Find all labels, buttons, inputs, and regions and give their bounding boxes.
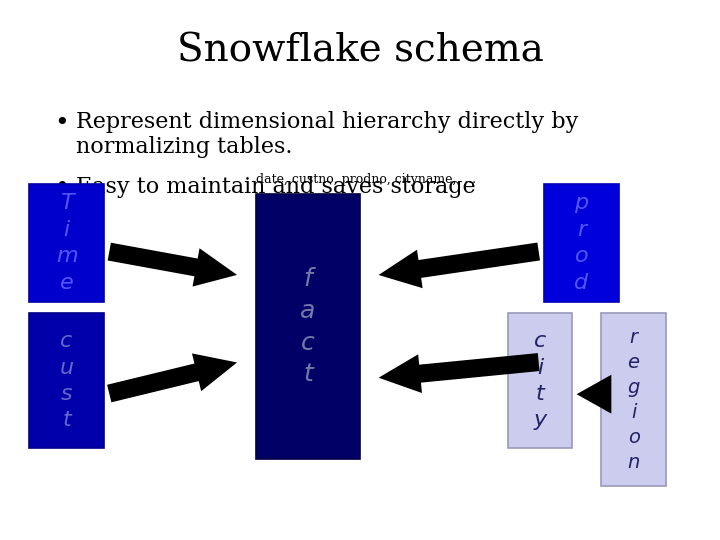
Text: Represent dimensional hierarchy directly by
normalizing tables.: Represent dimensional hierarchy directly… [76,111,578,158]
Text: T
i
m
e: T i m e [55,193,78,293]
Text: •: • [54,176,68,199]
FancyBboxPatch shape [29,313,104,448]
FancyBboxPatch shape [256,194,360,459]
Text: r
e
g
i
o
n: r e g i o n [627,328,640,471]
Text: •: • [54,111,68,134]
FancyBboxPatch shape [29,184,104,302]
Text: date, custno, prodno, cityname,  ...: date, custno, prodno, cityname, ... [256,173,476,186]
FancyBboxPatch shape [508,313,572,448]
Text: c
i
t
y: c i t y [534,331,546,430]
FancyBboxPatch shape [601,313,666,486]
FancyBboxPatch shape [544,184,619,302]
Text: Easy to maintain and saves storage: Easy to maintain and saves storage [76,176,475,198]
Text: Snowflake schema: Snowflake schema [176,33,544,70]
Text: f
a
c
t: f a c t [300,267,315,386]
Text: c
u
s
t: c u s t [60,331,73,430]
Text: p
r
o
d: p r o d [575,193,588,293]
